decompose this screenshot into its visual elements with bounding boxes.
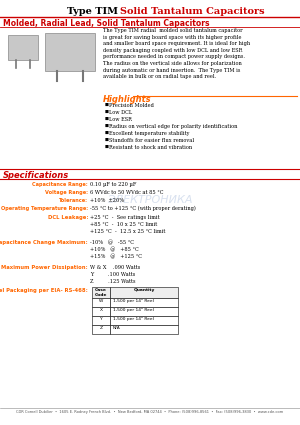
Text: ■: ■ (105, 138, 109, 142)
Text: -55 °C to +125 °C (with proper derating): -55 °C to +125 °C (with proper derating) (90, 206, 196, 211)
Text: Molded, Radial Lead, Solid Tantalum Capacitors: Molded, Radial Lead, Solid Tantalum Capa… (3, 19, 209, 28)
Bar (110, 287, 178, 298)
Text: Specifications: Specifications (3, 171, 69, 180)
Text: +10%   @   +85 °C: +10% @ +85 °C (90, 247, 139, 252)
Text: Standoffs for easier flux removal: Standoffs for easier flux removal (109, 138, 194, 143)
Text: Low ESR: Low ESR (109, 117, 132, 122)
Text: Type TIM: Type TIM (67, 6, 118, 15)
Text: ■: ■ (105, 145, 109, 149)
Text: +15%   @   +125 °C: +15% @ +125 °C (90, 254, 142, 259)
Text: Low DCL: Low DCL (109, 110, 132, 115)
Text: ■: ■ (105, 103, 109, 107)
Text: ■: ■ (105, 117, 109, 121)
Text: Solid Tantalum Capacitors: Solid Tantalum Capacitors (120, 6, 265, 15)
Bar (8, 35, 38, 60)
Text: ■: ■ (105, 124, 109, 128)
Text: ■: ■ (105, 110, 109, 114)
Text: N/A: N/A (113, 326, 121, 330)
Text: Highlights: Highlights (103, 95, 152, 104)
Text: Z: Z (100, 326, 103, 330)
Text: Capacitance Change Maximum:: Capacitance Change Maximum: (0, 240, 88, 245)
Text: Case
Code: Case Code (95, 288, 107, 297)
Text: X: X (100, 308, 103, 312)
Text: Maximum Power Dissipation:: Maximum Power Dissipation: (2, 265, 88, 270)
Bar (92, 316, 110, 325)
Text: Resistant to shock and vibration: Resistant to shock and vibration (109, 145, 192, 150)
Text: 1,500 per 14" Reel: 1,500 per 14" Reel (113, 317, 154, 321)
Text: ■: ■ (105, 131, 109, 135)
Text: Precision Molded: Precision Molded (109, 103, 154, 108)
Text: CDR Cornell Dubilier  •  1605 E. Rodney French Blvd.  •  New Bedford, MA 02744  : CDR Cornell Dubilier • 1605 E. Rodney Fr… (16, 410, 283, 414)
Text: Quantity: Quantity (133, 288, 155, 292)
Text: Operating Temperature Range:: Operating Temperature Range: (1, 206, 88, 211)
Bar (92, 298, 110, 307)
Text: Tolerance:: Tolerance: (59, 198, 88, 203)
Bar (110, 316, 178, 325)
Text: Voltage Range:: Voltage Range: (45, 190, 88, 195)
Text: +25 °C  -  See ratings limit: +25 °C - See ratings limit (90, 215, 160, 220)
Text: Y         .100 Watts: Y .100 Watts (90, 272, 135, 277)
Bar (110, 298, 178, 307)
Text: +10%  ±20%: +10% ±20% (90, 198, 124, 203)
Text: 1,500 per 14" Reel: 1,500 per 14" Reel (113, 308, 154, 312)
Text: Reel Packaging per EIA- RS-468:: Reel Packaging per EIA- RS-468: (0, 288, 88, 293)
Bar (110, 307, 178, 316)
Text: DCL Leakage:: DCL Leakage: (47, 215, 88, 220)
Text: 1,500 per 14" Reel: 1,500 per 14" Reel (113, 299, 154, 303)
Text: Y: Y (100, 317, 102, 321)
Text: W & X    .090 Watts: W & X .090 Watts (90, 265, 140, 270)
Text: W: W (99, 299, 103, 303)
Bar (45, 33, 95, 71)
Text: Z         .125 Watts: Z .125 Watts (90, 279, 136, 284)
Bar (92, 325, 110, 334)
Text: +125 °C  -  12.5 x 25 °C limit: +125 °C - 12.5 x 25 °C limit (90, 229, 165, 234)
Text: 6 WVdc to 50 WVdc at 85 °C: 6 WVdc to 50 WVdc at 85 °C (90, 190, 164, 195)
Text: Radius on vertical edge for polarity identification: Radius on vertical edge for polarity ide… (109, 124, 237, 129)
Text: -10%   @   -55 °C: -10% @ -55 °C (90, 240, 134, 245)
Text: 0.10 µF to 220 µF: 0.10 µF to 220 µF (90, 182, 136, 187)
Bar (110, 325, 178, 334)
Bar (92, 287, 110, 298)
Bar (92, 307, 110, 316)
Text: ЭЛЕКТРОНИКА: ЭЛЕКТРОНИКА (107, 195, 193, 205)
Text: Capacitance Range:: Capacitance Range: (32, 182, 88, 187)
Text: +85 °C  -  10 x 25 °C limit: +85 °C - 10 x 25 °C limit (90, 222, 157, 227)
Text: The Type TIM radial  molded solid tantalum capacitor
is great for saving board s: The Type TIM radial molded solid tantalu… (103, 28, 250, 79)
Text: Excellent temperature stability: Excellent temperature stability (109, 131, 190, 136)
